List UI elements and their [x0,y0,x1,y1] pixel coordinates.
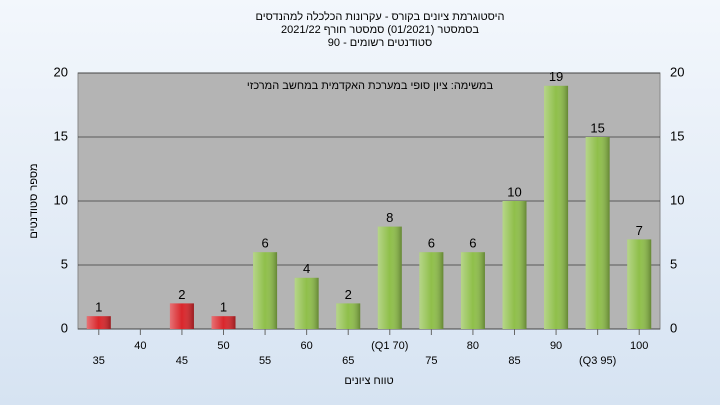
y-tick-label: 20 [54,64,68,79]
bar-shade [169,303,194,329]
y-tick-label: 10 [670,192,684,207]
value-label: 2 [345,287,352,302]
value-label: 7 [636,223,643,238]
chart-title: סטודנטים רשומים - 90 [328,37,432,49]
value-label: 2 [178,287,185,302]
y-tick-label: 10 [54,192,68,207]
x-tick-label: (Q1 70) [371,340,408,352]
bar-shade [627,239,652,329]
bar-shade [86,316,111,329]
x-tick-label: 90 [550,340,562,352]
bar-shade [253,252,278,329]
value-label: 6 [469,236,476,251]
x-tick-label: 55 [259,355,271,367]
value-label: 6 [428,236,435,251]
x-axis-label: טווח ציונים [344,375,393,387]
x-tick-label: 35 [93,355,105,367]
value-label: 4 [303,261,310,276]
value-label: 8 [386,210,393,225]
value-label: 15 [590,120,604,135]
x-tick-label: 80 [467,340,479,352]
x-tick-label: (Q3 95) [579,355,616,367]
x-tick-label: 65 [342,355,354,367]
chart-title: היסטוגרמת ציונים בקורס - עקרונות הכלכלה … [256,10,505,23]
annotation: במשימה: ציון סופי במערכת האקדמית במחשב ה… [247,80,494,92]
x-tick-label: 75 [425,355,437,367]
x-tick-label: 45 [176,355,188,367]
chart-title: בסמסטר (01/2021) סמסטר חורף 2021/22 [281,24,479,36]
x-tick-label: 100 [630,340,648,352]
bar-shade [460,252,485,329]
y-tick-label: 5 [61,256,68,271]
y-tick-label: 20 [670,64,684,79]
y-tick-label: 0 [61,320,68,335]
y-axis-label: מספר סטודנטים [28,163,40,238]
value-label: 1 [220,300,227,315]
y-tick-label: 15 [670,128,684,143]
value-label: 10 [507,184,521,199]
x-tick-label: 40 [134,340,146,352]
x-tick-label: 85 [508,355,520,367]
y-tick-label: 15 [54,128,68,143]
bar-shade [211,316,236,329]
x-tick-label: 60 [301,340,313,352]
bar-shade [336,303,361,329]
value-label: 6 [261,236,268,251]
bar-shade [419,252,444,329]
value-label: 19 [549,69,563,84]
y-tick-label: 5 [670,256,677,271]
bar-shade [294,277,319,329]
y-tick-label: 0 [670,320,677,335]
bar-shade [377,226,402,329]
value-label: 1 [95,300,102,315]
bar-shade [544,85,569,329]
bar-shade [502,201,527,329]
x-tick-label: 50 [217,340,229,352]
bar-shade [585,137,610,329]
